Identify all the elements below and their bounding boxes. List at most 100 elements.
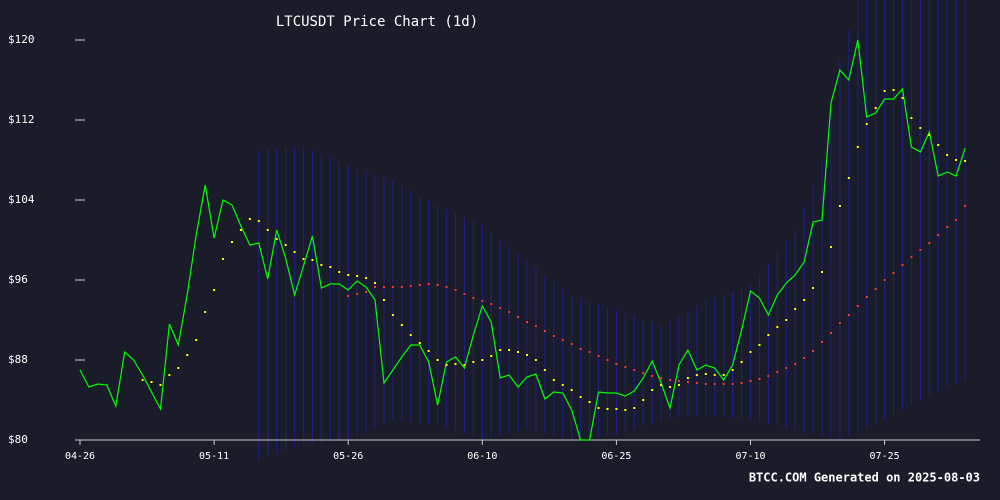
ma-dot: [186, 354, 189, 356]
x-tick-label: 04-26: [65, 451, 95, 462]
ma-dot: [481, 300, 484, 302]
ma-dot: [740, 361, 743, 363]
ma-dot: [311, 259, 314, 261]
ma-dot: [561, 339, 564, 341]
ma-dot: [919, 127, 922, 129]
ma-dot: [463, 364, 466, 366]
ma-dot: [686, 377, 689, 379]
ma-dot: [463, 293, 466, 295]
ma-dot: [847, 314, 850, 316]
ma-dot: [517, 316, 520, 318]
ma-dot: [776, 371, 779, 373]
ma-dot: [847, 177, 850, 179]
ma-dot: [964, 160, 967, 162]
ma-dot: [785, 319, 788, 321]
ma-dot: [928, 242, 931, 244]
y-tick-label: $104: [8, 193, 35, 206]
ma-dot: [427, 350, 430, 352]
ma-dot: [606, 408, 609, 410]
ma-dot: [794, 363, 797, 365]
ma-dot: [517, 351, 520, 353]
ma-dot: [391, 286, 394, 288]
ma-dot: [150, 381, 153, 383]
ma-dot: [490, 303, 493, 305]
ma-dot: [382, 286, 385, 288]
ma-dot: [946, 226, 949, 228]
ma-dot: [695, 374, 698, 376]
ma-dot: [776, 326, 779, 328]
ma-dot: [374, 286, 377, 288]
ma-dot: [275, 238, 278, 240]
ma-dot: [579, 396, 582, 398]
ma-dot: [615, 408, 618, 410]
ma-dot: [642, 372, 645, 374]
ma-dot: [141, 379, 144, 381]
ma-dot: [534, 359, 537, 361]
ma-dot: [946, 154, 949, 156]
ma-dot: [534, 325, 537, 327]
ma-dot: [445, 364, 448, 366]
ma-dot: [767, 375, 770, 377]
ma-dot: [686, 381, 689, 383]
ma-dot: [812, 287, 815, 289]
band-layer: [258, 0, 966, 460]
ma-dot: [382, 299, 385, 301]
ma-dot: [490, 355, 493, 357]
ma-dot: [722, 383, 725, 385]
ma-dot: [248, 218, 251, 220]
ma-dot: [865, 123, 868, 125]
x-tick-label: 06-10: [467, 451, 497, 462]
ma-dot: [213, 289, 216, 291]
ma-dot: [597, 407, 600, 409]
ma-dot: [552, 335, 555, 337]
ma-dot: [454, 363, 457, 365]
x-tick-label: 06-25: [601, 451, 631, 462]
ma-dot: [669, 379, 672, 381]
ma-dot: [821, 341, 824, 343]
x-tick-label: 05-11: [199, 451, 229, 462]
ma-dot: [660, 377, 663, 379]
ma-dot: [677, 380, 680, 382]
ma-dot: [338, 271, 341, 273]
ma-dot: [937, 234, 940, 236]
ma-dot: [588, 401, 591, 403]
ma-dot: [892, 272, 895, 274]
ma-dot: [543, 330, 546, 332]
ma-dot: [409, 334, 412, 336]
ma-dot: [543, 369, 546, 371]
ma-dot: [436, 359, 439, 361]
y-tick-label: $96: [8, 273, 28, 286]
ma-dot: [418, 284, 421, 286]
ma-dot: [856, 305, 859, 307]
ma-dot: [928, 134, 931, 136]
ma-dot: [767, 334, 770, 336]
x-tick-label: 05-26: [333, 451, 363, 462]
ma-dot: [204, 311, 207, 313]
ma-dot: [257, 220, 260, 222]
ma-dot: [633, 407, 636, 409]
ma-dot: [445, 286, 448, 288]
ma-dot: [731, 383, 734, 385]
ma-dot: [427, 283, 430, 285]
ma-dot: [391, 314, 394, 316]
ma-dot: [901, 97, 904, 99]
ma-dot: [651, 375, 654, 377]
ma-dot: [374, 282, 377, 284]
ma-dot: [436, 284, 439, 286]
ma-dot: [722, 374, 725, 376]
ma-dot: [293, 251, 296, 253]
ma-dot: [409, 285, 412, 287]
ma-dot: [955, 219, 958, 221]
ma-dot: [955, 159, 958, 161]
ma-dot: [329, 266, 332, 268]
ma-dot: [472, 297, 475, 299]
ma-dot: [624, 366, 627, 368]
ma-dot: [222, 258, 225, 260]
ma-dot: [481, 359, 484, 361]
ma-dot: [713, 383, 716, 385]
ma-dot: [651, 389, 654, 391]
ma-dot: [624, 409, 627, 411]
ma-dot: [400, 324, 403, 326]
ma-dot: [740, 382, 743, 384]
